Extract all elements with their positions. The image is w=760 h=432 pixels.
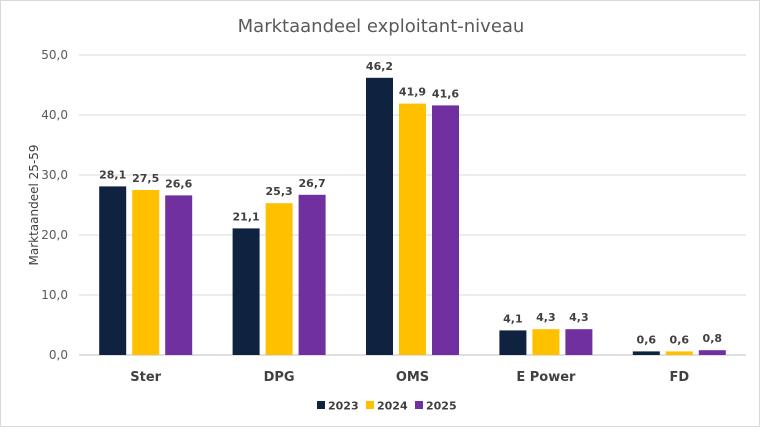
bar-2024-e-power	[532, 329, 560, 355]
legend-label-2024: 2024	[377, 400, 408, 413]
bar-2024-oms	[399, 103, 426, 355]
bar-2023-e-power	[499, 330, 527, 355]
data-label: 28,1	[99, 168, 126, 181]
bar-2024-dpg	[265, 203, 293, 355]
bar-2024-fd	[665, 351, 693, 355]
bar-2025-ster	[165, 195, 193, 355]
data-label: 0,6	[670, 333, 690, 346]
y-tick-label: 20,0	[41, 228, 68, 242]
data-label: 41,9	[399, 86, 426, 99]
bar-2025-fd	[698, 350, 726, 355]
legend-swatch-2023	[317, 401, 325, 409]
bar-2023-oms	[366, 77, 393, 356]
bar-2025-oms	[432, 105, 459, 356]
x-tick-label: OMS	[396, 370, 429, 385]
x-tick-label: Ster	[130, 370, 161, 385]
legend-label-2025: 2025	[426, 400, 457, 413]
data-label: 0,8	[703, 332, 723, 345]
x-tick-label: E Power	[516, 370, 576, 385]
chart-title: Marktaandeel exploitant-niveau	[238, 16, 525, 37]
y-tick-label: 50,0	[41, 48, 68, 62]
data-label: 46,2	[366, 60, 393, 73]
y-tick-label: 0,0	[49, 348, 68, 362]
data-label: 0,6	[637, 333, 657, 346]
data-label: 4,3	[536, 311, 556, 324]
y-axis-label: Marktaandeel 25-59	[27, 144, 41, 265]
bar-2023-ster	[99, 186, 127, 355]
legend-label-2023: 2023	[328, 400, 359, 413]
data-label: 26,7	[299, 177, 326, 190]
data-label: 25,3	[266, 185, 293, 198]
x-tick-label: DPG	[264, 370, 295, 385]
data-label: 41,6	[432, 87, 459, 100]
bar-2023-fd	[632, 351, 660, 355]
data-label: 4,1	[503, 312, 523, 325]
x-tick-label: FD	[669, 370, 689, 385]
y-tick-label: 30,0	[41, 168, 68, 182]
data-label: 21,1	[233, 210, 260, 223]
legend-swatch-2025	[415, 401, 423, 409]
legend-swatch-2024	[366, 401, 374, 409]
y-tick-label: 40,0	[41, 108, 68, 122]
data-label: 27,5	[132, 172, 159, 185]
bar-2023-dpg	[232, 228, 260, 355]
data-label: 26,6	[165, 177, 192, 190]
bar-2025-dpg	[298, 194, 326, 355]
bar-2024-ster	[132, 190, 160, 355]
y-tick-label: 10,0	[41, 288, 68, 302]
data-label: 4,3	[569, 311, 589, 324]
bar-2025-e-power	[565, 329, 593, 355]
